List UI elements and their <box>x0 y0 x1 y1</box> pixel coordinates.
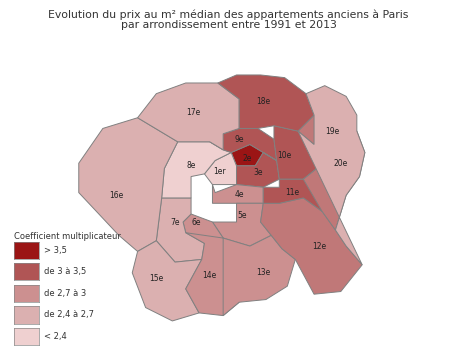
Text: Coefficient multiplicateur: Coefficient multiplicateur <box>14 232 121 241</box>
Polygon shape <box>231 144 263 166</box>
Text: 9e: 9e <box>234 135 244 144</box>
Text: 17e: 17e <box>186 108 201 117</box>
Text: 12e: 12e <box>312 242 326 251</box>
Text: 16e: 16e <box>109 191 123 200</box>
Text: 13e: 13e <box>256 268 271 277</box>
Text: 1er: 1er <box>213 167 226 176</box>
Text: 8e: 8e <box>186 161 196 170</box>
Text: Evolution du prix au m² médian des appartements anciens à Paris: Evolution du prix au m² médian des appar… <box>48 9 409 19</box>
Text: de 2,4 à 2,7: de 2,4 à 2,7 <box>44 310 94 320</box>
Polygon shape <box>223 235 295 316</box>
Polygon shape <box>213 185 263 203</box>
Polygon shape <box>183 214 223 243</box>
Polygon shape <box>79 118 178 251</box>
Text: 15e: 15e <box>149 274 164 283</box>
Polygon shape <box>213 203 271 246</box>
Text: de 2,7 à 3: de 2,7 à 3 <box>44 289 86 298</box>
Text: 6e: 6e <box>191 217 201 226</box>
Text: 18e: 18e <box>256 97 271 106</box>
Text: 19e: 19e <box>326 127 340 136</box>
Polygon shape <box>218 75 314 131</box>
Text: > 3,5: > 3,5 <box>44 246 67 255</box>
Text: 20e: 20e <box>334 159 348 168</box>
Text: 7e: 7e <box>170 217 180 226</box>
Text: 10e: 10e <box>277 151 292 160</box>
Polygon shape <box>186 233 239 316</box>
Polygon shape <box>204 153 237 185</box>
Text: 4e: 4e <box>234 190 244 199</box>
Text: 11e: 11e <box>286 188 300 197</box>
Polygon shape <box>162 142 231 198</box>
Polygon shape <box>263 168 322 211</box>
Text: 5e: 5e <box>237 211 247 220</box>
Polygon shape <box>260 198 362 294</box>
Text: 3e: 3e <box>253 168 263 177</box>
Polygon shape <box>138 83 239 150</box>
Polygon shape <box>263 126 317 179</box>
Polygon shape <box>132 241 202 321</box>
Text: 2e: 2e <box>243 154 252 163</box>
Text: < 2,4: < 2,4 <box>44 332 67 341</box>
Polygon shape <box>298 86 365 265</box>
Polygon shape <box>237 153 279 187</box>
Text: de 3 à 3,5: de 3 à 3,5 <box>44 267 86 276</box>
Polygon shape <box>210 129 276 161</box>
Text: par arrondissement entre 1991 et 2013: par arrondissement entre 1991 et 2013 <box>121 20 336 30</box>
Text: 14e: 14e <box>202 271 217 280</box>
Polygon shape <box>298 115 365 230</box>
Polygon shape <box>156 198 204 262</box>
